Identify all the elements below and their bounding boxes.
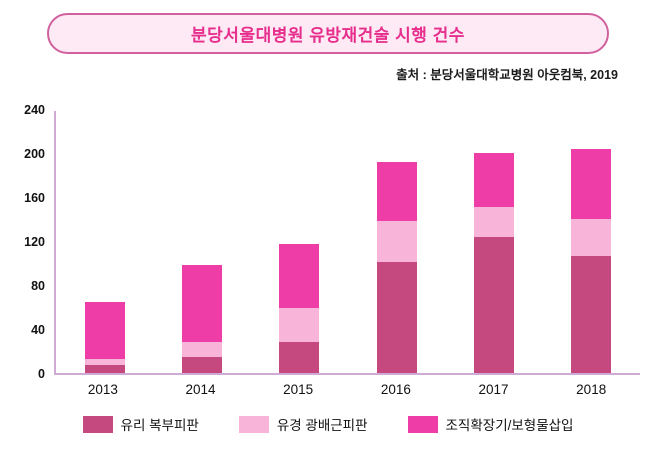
- legend-item: 유리 복부피판: [82, 414, 199, 434]
- stacked-bar: [279, 244, 320, 373]
- legend-label: 조직확장기/보형물삽입: [445, 418, 574, 433]
- page-title: 분당서울대병원 유방재건술 시행 건수: [47, 13, 609, 54]
- y-axis: 0 40 80 120 160 200 240: [8, 103, 54, 381]
- legend-item: 유경 광배근피판: [238, 414, 368, 434]
- stacked-bar: [181, 265, 222, 373]
- legend-label: 유리 복부피판: [120, 418, 199, 433]
- bar-segment: [473, 206, 514, 237]
- bar-segment: [571, 219, 612, 257]
- bar-segment: [571, 256, 612, 373]
- bar-segment: [84, 358, 125, 366]
- page-title-text: 분당서울대병원 유방재건술 시행 건수: [191, 26, 465, 45]
- y-tick-label: 160: [24, 191, 45, 205]
- bar-column: [348, 111, 445, 373]
- legend-label: 유경 광배근피판: [276, 418, 368, 433]
- stacked-bar: [571, 148, 612, 373]
- bar-segment: [473, 236, 514, 373]
- y-tick-label: 240: [24, 103, 45, 117]
- legend-item: 조직확장기/보형물삽입: [407, 414, 574, 434]
- bar-segment: [181, 265, 222, 343]
- x-tick-label: 2014: [185, 382, 216, 397]
- bar-segment: [181, 342, 222, 357]
- x-axis: 2013 2014 2015 2016 2017 2018: [54, 382, 640, 397]
- x-tick-label: 2015: [283, 382, 314, 397]
- x-tick-label: 2018: [576, 382, 607, 397]
- y-tick-label: 120: [24, 235, 45, 249]
- bar-segment: [376, 221, 417, 262]
- bar-segment: [181, 356, 222, 373]
- source-note: 출처 : 분당서울대학교병원 아웃컴북, 2019: [396, 68, 618, 82]
- bar-segment: [84, 301, 125, 359]
- plot-area: [54, 111, 640, 375]
- legend-swatch: [238, 415, 269, 433]
- page: 분당서울대병원 유방재건술 시행 건수 출처 : 분당서울대학교병원 아웃컴북,…: [0, 13, 656, 434]
- stacked-bar: [473, 153, 514, 373]
- stacked-bar: [84, 301, 125, 373]
- bar-segment: [279, 308, 320, 343]
- bar-segment: [279, 342, 320, 373]
- bar-column: [543, 111, 640, 373]
- bar-column: [445, 111, 542, 373]
- bar-segment: [376, 261, 417, 373]
- chart: 0 40 80 120 160 200 240: [8, 103, 656, 381]
- legend: 유리 복부피판 유경 광배근피판 조직확장기/보형물삽입: [0, 414, 656, 434]
- y-tick-label: 80: [31, 279, 45, 293]
- bar-column: [153, 111, 250, 373]
- stacked-bar: [376, 161, 417, 373]
- bar-segment: [279, 244, 320, 309]
- x-tick-label: 2017: [478, 382, 509, 397]
- bar-column: [56, 111, 153, 373]
- bar-segment: [571, 148, 612, 220]
- legend-swatch: [82, 415, 113, 433]
- legend-swatch: [407, 415, 438, 433]
- bar-column: [251, 111, 348, 373]
- bar-segment: [473, 153, 514, 207]
- y-tick-label: 200: [24, 147, 45, 161]
- bar-segment: [84, 365, 125, 373]
- bar-segment: [376, 161, 417, 222]
- y-tick-label: 0: [38, 367, 45, 381]
- x-tick-label: 2016: [380, 382, 411, 397]
- y-tick-label: 40: [31, 323, 45, 337]
- x-tick-label: 2013: [87, 382, 118, 397]
